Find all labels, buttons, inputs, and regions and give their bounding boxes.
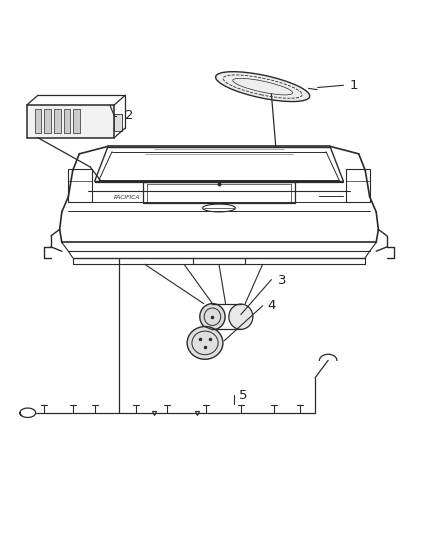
Text: 2: 2 (125, 109, 134, 123)
FancyBboxPatch shape (35, 109, 41, 133)
Ellipse shape (229, 304, 253, 329)
Ellipse shape (200, 304, 225, 330)
Ellipse shape (187, 327, 223, 359)
FancyBboxPatch shape (44, 109, 51, 133)
FancyBboxPatch shape (114, 114, 122, 131)
Text: 5: 5 (239, 389, 247, 402)
FancyBboxPatch shape (73, 109, 80, 133)
Ellipse shape (215, 71, 310, 102)
FancyBboxPatch shape (64, 109, 70, 133)
FancyBboxPatch shape (27, 105, 114, 138)
Text: PACIFICA: PACIFICA (114, 195, 141, 199)
FancyBboxPatch shape (54, 109, 60, 133)
Text: 1: 1 (350, 79, 358, 92)
Text: 4: 4 (267, 300, 276, 312)
Text: 3: 3 (278, 274, 286, 287)
